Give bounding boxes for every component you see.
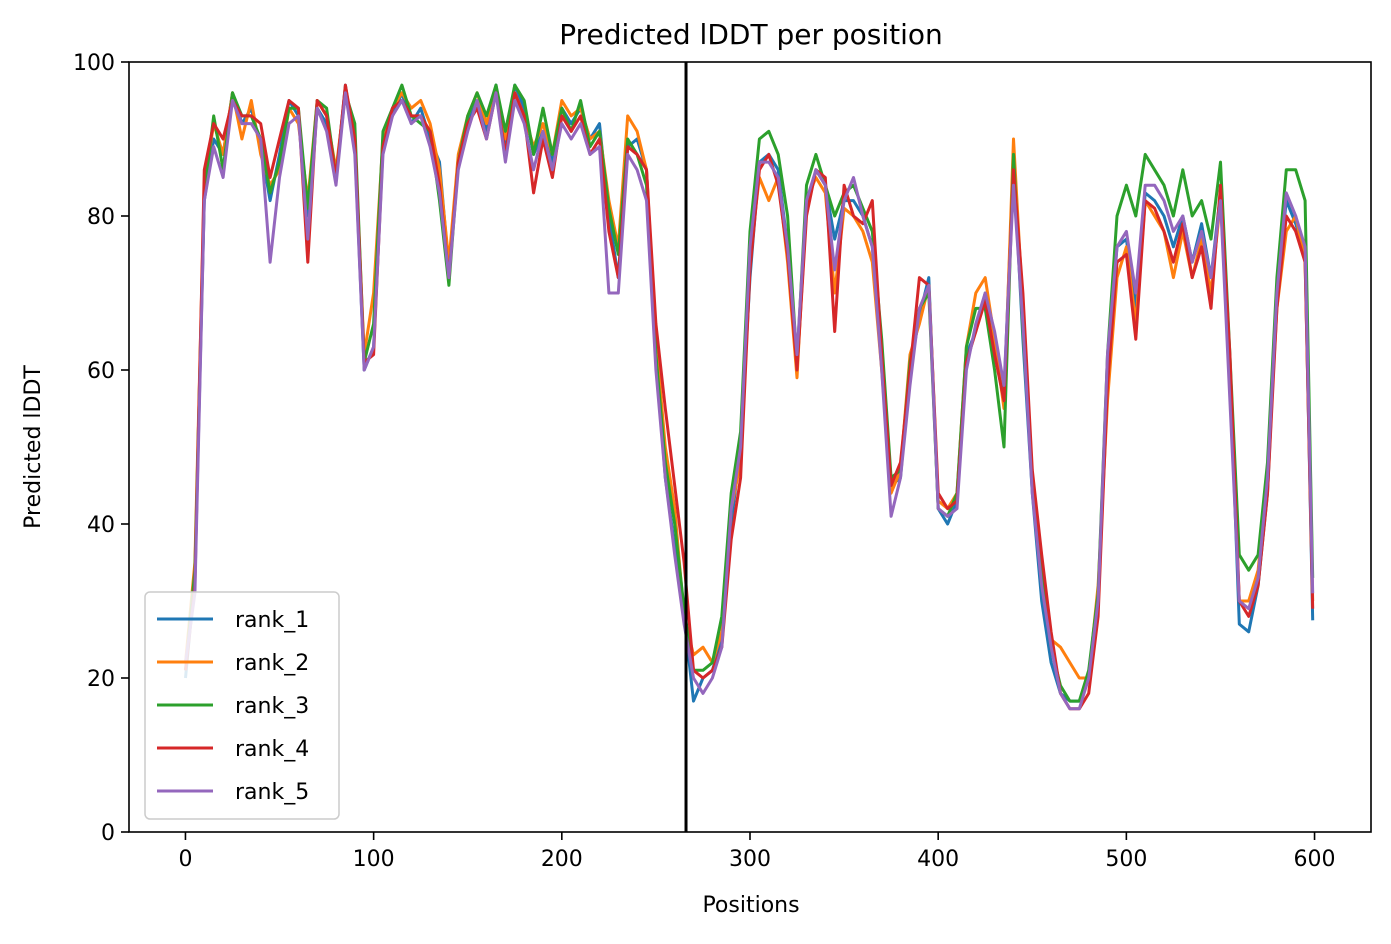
x-tick-label: 500 bbox=[1105, 847, 1147, 872]
series-line-rank_5 bbox=[184, 91, 1315, 711]
y-tick-label: 40 bbox=[87, 513, 115, 538]
y-axis-title: Predicted lDDT bbox=[21, 365, 46, 529]
legend-label-rank_2: rank_2 bbox=[235, 651, 309, 676]
x-tick-label: 600 bbox=[1294, 847, 1336, 872]
chart-title: Predicted lDDT per position bbox=[559, 18, 943, 51]
legend-label-rank_1: rank_1 bbox=[235, 608, 309, 633]
y-tick-label: 0 bbox=[101, 821, 115, 846]
x-tick-label: 300 bbox=[729, 847, 771, 872]
legend-label-rank_3: rank_3 bbox=[235, 694, 309, 719]
legend-box bbox=[144, 591, 340, 820]
y-tick-label: 20 bbox=[87, 667, 115, 692]
x-axis-title: Positions bbox=[702, 893, 799, 918]
y-tick-label: 100 bbox=[73, 51, 115, 76]
legend-label-rank_4: rank_4 bbox=[235, 737, 309, 762]
legend-label-rank_5: rank_5 bbox=[235, 780, 309, 805]
x-tick-label: 0 bbox=[178, 847, 192, 872]
axis-ticks: 0 100 200 300 400 500 600 0 20 40 60 80 100 bbox=[73, 51, 1336, 872]
y-tick-label: 60 bbox=[87, 359, 115, 384]
y-tick-label: 80 bbox=[87, 205, 115, 230]
x-tick-label: 400 bbox=[917, 847, 959, 872]
x-tick-label: 200 bbox=[541, 847, 583, 872]
series-lines bbox=[184, 83, 1315, 711]
x-tick-label: 100 bbox=[353, 847, 395, 872]
legend: rank_1 rank_2 rank_3 rank_4 rank_5 bbox=[144, 591, 340, 820]
